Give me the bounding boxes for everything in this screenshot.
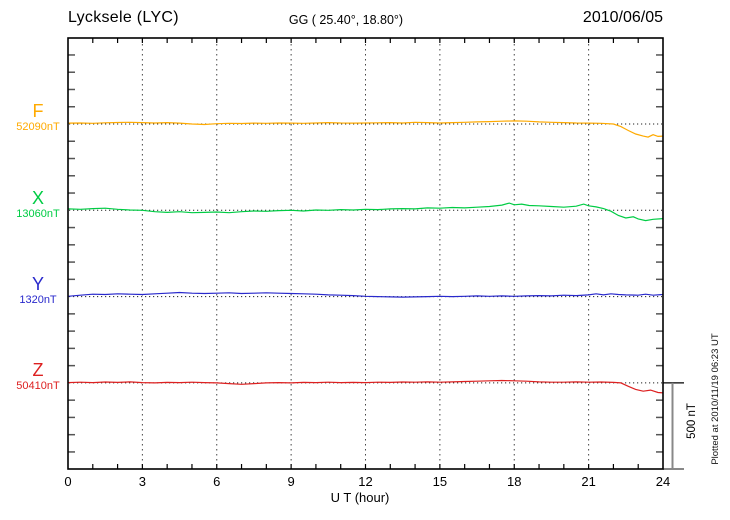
x-tick-label-9: 9 xyxy=(287,474,295,489)
component-letter-x: X xyxy=(31,188,44,208)
x-tick-label-24: 24 xyxy=(655,474,671,489)
component-letter-z: Z xyxy=(32,360,44,380)
component-label-x: X 13060nT xyxy=(8,189,68,221)
plot-frame xyxy=(67,37,664,470)
plot-date: 2010/06/05 xyxy=(582,9,663,26)
x-tick-label-18: 18 xyxy=(507,474,522,489)
x-tick-label-3: 3 xyxy=(138,474,146,489)
x-tick-label-12: 12 xyxy=(358,474,373,489)
component-baseline-f: 52090nT xyxy=(16,121,60,133)
component-letter-f: F xyxy=(32,101,44,121)
x-axis-title: U T (hour) xyxy=(330,490,390,505)
x-tick-label-15: 15 xyxy=(432,474,448,489)
component-label-z: Z 50410nT xyxy=(8,361,68,393)
plotted-timestamp-note: Plotted at 2010/11/19 06:23 UT xyxy=(710,333,721,465)
component-label-y: Y 1320nT xyxy=(8,275,68,307)
trace-z xyxy=(67,379,664,394)
x-tick-label-0: 0 xyxy=(64,474,72,489)
scale-bar-label: 500 nT xyxy=(686,403,698,439)
component-baseline-z: 50410nT xyxy=(16,380,60,392)
trace-f xyxy=(67,120,664,138)
trace-y xyxy=(67,291,664,298)
x-tick-label-6: 6 xyxy=(213,474,221,489)
x-tick-label-21: 21 xyxy=(581,474,596,489)
component-letter-y: Y xyxy=(31,274,44,294)
component-label-f: F 52090nT xyxy=(8,102,68,134)
component-baseline-y: 1320nT xyxy=(19,294,57,306)
geographic-coordinates: GG ( 25.40°, 18.80°) xyxy=(288,13,404,27)
component-baseline-x: 13060nT xyxy=(16,208,60,220)
trace-x xyxy=(67,202,664,222)
station-title: Lycksele (LYC) xyxy=(68,9,179,26)
